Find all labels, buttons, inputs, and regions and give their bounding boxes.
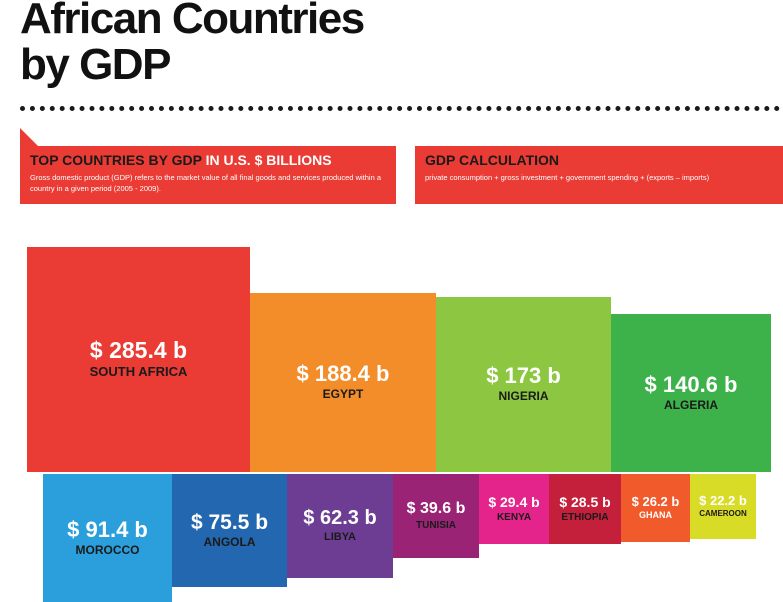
category-label: ETHIOPIA	[561, 512, 609, 523]
category-label: ANGOLA	[203, 534, 256, 549]
category-label: ALGERIA	[664, 397, 718, 412]
bar-ethiopia: $ 28.5 b ETHIOPIA	[549, 474, 621, 544]
data-label: $ 29.4 b	[488, 494, 540, 510]
data-label: $ 285.4 b	[89, 337, 188, 364]
bar-morocco: $ 91.4 b MOROCCO	[43, 474, 172, 602]
bar-south-africa: $ 285.4 b SOUTH AFRICA	[27, 247, 250, 472]
data-label: $ 91.4 b	[67, 516, 148, 542]
gdp-definition: Gross domestic product (GDP) refers to t…	[30, 173, 381, 193]
gdp-calculation-heading: GDP CALCULATION	[425, 152, 560, 168]
data-label: $ 39.6 b	[406, 500, 466, 517]
bar-ghana: $ 26.2 b GHANA	[621, 474, 690, 542]
category-label: SOUTH AFRICA	[89, 364, 188, 380]
bar-cameroon: $ 22.2 b CAMEROON	[690, 474, 756, 539]
bar-algeria: $ 140.6 b ALGERIA	[611, 314, 771, 472]
bar-kenya: $ 29.4 b KENYA	[479, 474, 549, 544]
gdp-calculation-formula: private consumption + gross investment +…	[425, 173, 710, 182]
data-label: $ 188.4 b	[296, 361, 390, 387]
page-title: African Countries by GDP	[20, 0, 365, 89]
top-countries-heading: TOP COUNTRIES BY GDP IN U.S. $ BILLIONS	[30, 152, 386, 169]
bar-libya: $ 62.3 b LIBYA	[287, 474, 393, 578]
category-label: NIGERIA	[498, 389, 549, 404]
category-label: GHANA	[639, 510, 672, 521]
top-countries-heading-highlight: IN U.S. $ BILLIONS	[205, 152, 332, 168]
title-line-2: by GDP	[20, 40, 171, 89]
bar-angola: $ 75.5 b ANGOLA	[172, 474, 287, 587]
data-label: $ 173 b	[486, 363, 561, 389]
data-label: $ 62.3 b	[303, 507, 377, 530]
dotted-divider	[20, 106, 780, 111]
data-label: $ 26.2 b	[631, 494, 680, 510]
data-label: $ 140.6 b	[644, 371, 738, 397]
title-line-1: African Countries	[20, 0, 365, 43]
data-label: $ 22.2 b	[699, 493, 747, 509]
category-label: TUNISIA	[416, 520, 456, 531]
bar-egypt: $ 188.4 b EGYPT	[250, 293, 436, 472]
top-countries-banner: TOP COUNTRIES BY GDP IN U.S. $ BILLIONS …	[20, 146, 396, 204]
gdp-calculation-banner: GDP CALCULATION private consumption + gr…	[415, 146, 783, 204]
category-label: KENYA	[496, 512, 532, 523]
banner-notch	[20, 128, 38, 146]
category-label: EGYPT	[322, 387, 364, 402]
data-label: $ 75.5 b	[190, 510, 269, 534]
bar-tunisia: $ 39.6 b TUNISIA	[393, 474, 479, 558]
category-label: MOROCCO	[75, 542, 140, 557]
top-countries-heading-dark: TOP COUNTRIES BY GDP	[30, 152, 202, 168]
category-label: LIBYA	[324, 531, 356, 544]
bar-nigeria: $ 173 b NIGERIA	[436, 297, 611, 472]
data-label: $ 28.5 b	[559, 494, 611, 510]
category-label: CAMEROON	[699, 509, 747, 519]
